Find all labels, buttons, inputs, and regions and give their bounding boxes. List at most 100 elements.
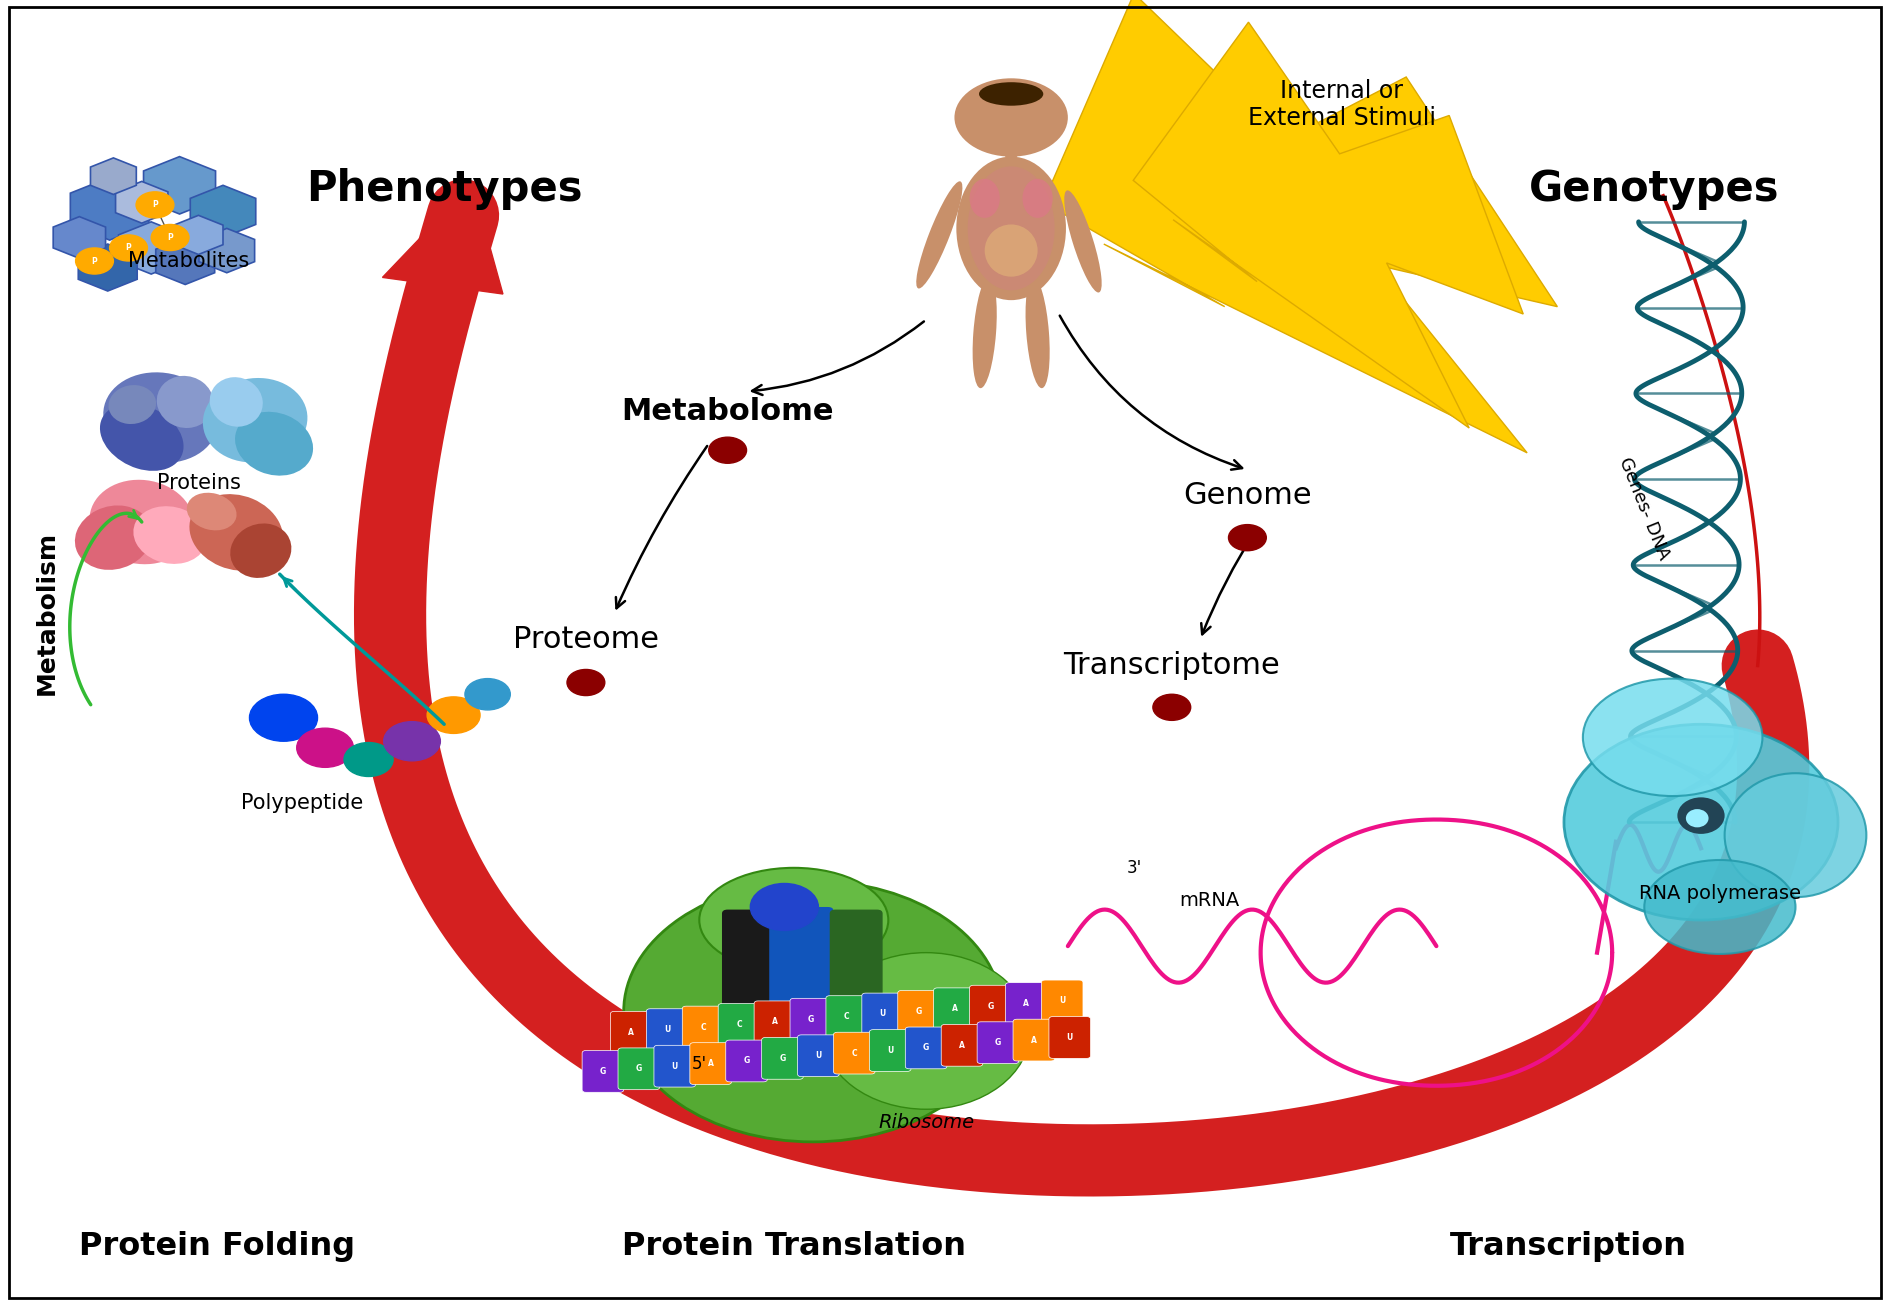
Polygon shape	[382, 183, 502, 294]
Text: U: U	[663, 1026, 671, 1034]
Circle shape	[136, 192, 174, 218]
Ellipse shape	[202, 378, 308, 462]
Text: Genotypes: Genotypes	[1528, 168, 1778, 210]
Circle shape	[567, 669, 604, 696]
Polygon shape	[198, 228, 255, 273]
Text: C: C	[701, 1023, 705, 1031]
Text: Genome: Genome	[1183, 482, 1311, 510]
Text: Transcription: Transcription	[1449, 1231, 1687, 1262]
Text: A: A	[627, 1028, 635, 1036]
Text: Metabolome: Metabolome	[621, 397, 833, 425]
Text: Proteome: Proteome	[512, 625, 659, 654]
Text: 3': 3'	[1126, 859, 1141, 877]
Circle shape	[954, 78, 1067, 157]
Ellipse shape	[1723, 773, 1864, 898]
FancyBboxPatch shape	[969, 985, 1011, 1027]
Ellipse shape	[1677, 797, 1723, 834]
Circle shape	[249, 694, 317, 741]
Ellipse shape	[979, 82, 1043, 106]
FancyBboxPatch shape	[718, 1004, 759, 1045]
FancyBboxPatch shape	[1005, 983, 1047, 1024]
Text: U: U	[671, 1062, 678, 1070]
Polygon shape	[70, 177, 149, 240]
Circle shape	[383, 722, 440, 761]
FancyBboxPatch shape	[722, 910, 774, 1028]
Ellipse shape	[623, 881, 1001, 1142]
Text: A: A	[950, 1005, 958, 1013]
Ellipse shape	[956, 157, 1065, 300]
Text: Phenotypes: Phenotypes	[306, 168, 582, 210]
Text: G: G	[994, 1039, 1001, 1047]
Polygon shape	[115, 181, 168, 223]
Ellipse shape	[1564, 724, 1836, 920]
FancyBboxPatch shape	[618, 1048, 659, 1090]
Ellipse shape	[187, 493, 236, 530]
Text: P: P	[91, 257, 98, 265]
Ellipse shape	[1643, 860, 1795, 954]
Text: C: C	[844, 1013, 848, 1021]
Text: G: G	[778, 1054, 786, 1062]
FancyBboxPatch shape	[646, 1009, 688, 1051]
Polygon shape	[191, 185, 255, 238]
Ellipse shape	[108, 385, 157, 424]
Ellipse shape	[89, 480, 195, 564]
Polygon shape	[77, 244, 138, 291]
Circle shape	[465, 679, 510, 710]
Ellipse shape	[973, 278, 996, 388]
Text: U: U	[878, 1010, 886, 1018]
Text: U: U	[814, 1052, 822, 1060]
FancyBboxPatch shape	[761, 1037, 803, 1079]
FancyBboxPatch shape	[897, 990, 939, 1032]
FancyBboxPatch shape	[582, 1051, 623, 1092]
Polygon shape	[144, 157, 215, 214]
Text: Proteins: Proteins	[157, 472, 240, 493]
Text: A: A	[1022, 1000, 1030, 1007]
Ellipse shape	[916, 181, 962, 288]
Text: G: G	[986, 1002, 994, 1010]
Ellipse shape	[1685, 809, 1708, 827]
Ellipse shape	[1064, 191, 1101, 292]
FancyBboxPatch shape	[754, 1001, 795, 1043]
Circle shape	[708, 437, 746, 463]
Ellipse shape	[134, 506, 206, 564]
Ellipse shape	[699, 868, 888, 972]
Polygon shape	[53, 217, 106, 258]
Circle shape	[427, 697, 480, 733]
Ellipse shape	[969, 179, 999, 218]
Text: G: G	[807, 1015, 814, 1023]
Circle shape	[297, 728, 353, 767]
FancyBboxPatch shape	[689, 1043, 731, 1084]
Text: U: U	[886, 1047, 893, 1054]
Circle shape	[76, 248, 113, 274]
Ellipse shape	[210, 377, 263, 427]
Text: G: G	[914, 1007, 922, 1015]
Text: P: P	[151, 201, 159, 209]
Text: C: C	[737, 1021, 740, 1028]
FancyBboxPatch shape	[833, 1032, 875, 1074]
Ellipse shape	[967, 167, 1054, 291]
Text: C: C	[852, 1049, 856, 1057]
Text: Internal or
External Stimuli: Internal or External Stimuli	[1247, 78, 1436, 130]
Ellipse shape	[1022, 179, 1052, 218]
Ellipse shape	[1581, 679, 1761, 796]
Text: RNA polymerase: RNA polymerase	[1638, 885, 1800, 903]
FancyBboxPatch shape	[977, 1022, 1018, 1064]
Text: Polypeptide: Polypeptide	[242, 792, 363, 813]
FancyBboxPatch shape	[790, 998, 831, 1040]
Circle shape	[151, 224, 189, 251]
Text: P: P	[125, 244, 132, 252]
Ellipse shape	[100, 403, 183, 471]
Text: mRNA: mRNA	[1179, 891, 1239, 910]
FancyBboxPatch shape	[654, 1045, 695, 1087]
FancyBboxPatch shape	[861, 993, 903, 1035]
Text: Protein Folding: Protein Folding	[79, 1231, 355, 1262]
FancyBboxPatch shape	[725, 1040, 767, 1082]
Text: Protein Translation: Protein Translation	[621, 1231, 965, 1262]
Polygon shape	[1133, 22, 1523, 428]
Text: G: G	[742, 1057, 750, 1065]
FancyBboxPatch shape	[610, 1011, 652, 1053]
Text: U: U	[1058, 997, 1065, 1005]
Text: Metabolites: Metabolites	[128, 251, 249, 271]
Text: A: A	[958, 1041, 965, 1049]
FancyBboxPatch shape	[933, 988, 975, 1030]
